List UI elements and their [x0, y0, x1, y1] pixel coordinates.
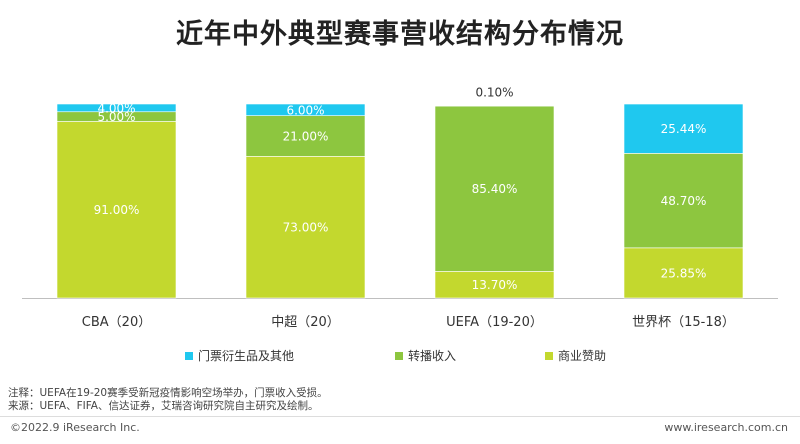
data-label: 5.00% — [97, 110, 135, 124]
source-line: 来源：UEFA、FIFA、信达证券，艾瑞咨询研究院自主研究及绘制。 — [8, 400, 319, 412]
legend-swatch — [545, 352, 553, 360]
chart-notes: 注释：UEFA在19-20赛季受新冠疫情影响空场举办，门票收入受损。 来源：UE… — [8, 387, 328, 413]
data-label: 21.00% — [283, 130, 329, 144]
data-label: 13.70% — [472, 278, 518, 292]
data-label: 73.00% — [283, 221, 329, 235]
copyright: ©2022.9 iResearch Inc. — [10, 421, 140, 434]
legend-label: 门票衍生品及其他 — [198, 348, 294, 363]
bar-segment — [623, 153, 744, 249]
data-label: 48.70% — [661, 194, 707, 208]
stacked-bar-chart: 91.00% 5.00%4.00% CBA（20） 73.00% 21.00% 6.00%… — [22, 86, 778, 363]
bar-segment — [245, 115, 366, 157]
x-tick-label: CBA（20） — [82, 315, 151, 330]
bar-segment — [245, 156, 366, 299]
data-label: 25.85% — [661, 266, 707, 280]
bar-segment — [56, 121, 177, 299]
note-line: 注释：UEFA在19-20赛季受新冠疫情影响空场举办，门票收入受损。 — [8, 387, 328, 399]
website: www.iresearch.com.cn — [664, 421, 788, 434]
data-label: 91.00% — [94, 203, 140, 217]
x-tick-label: 中超（20） — [271, 315, 340, 330]
bar-segment — [434, 105, 555, 272]
bar-segment — [434, 271, 555, 299]
bar-segment — [245, 103, 366, 116]
legend-label: 商业赞助 — [558, 348, 606, 363]
bar-segment — [434, 105, 555, 107]
x-tick-label: UEFA（19-20） — [446, 315, 543, 330]
footer-divider — [0, 416, 800, 417]
data-label: 25.44% — [661, 122, 707, 136]
legend-label: 转播收入 — [408, 348, 456, 363]
bar-segment — [623, 247, 744, 299]
bar-segment — [56, 103, 177, 113]
data-label: 4.00% — [97, 101, 135, 115]
legend-swatch — [185, 352, 193, 360]
chart-title: 近年中外典型赛事营收结构分布情况 — [176, 19, 624, 50]
legend-swatch — [395, 352, 403, 360]
data-label: 85.40% — [472, 182, 518, 196]
data-label: 0.10% — [475, 86, 513, 100]
bar-segment — [623, 103, 744, 154]
x-tick-label: 世界杯（15-18） — [632, 315, 735, 330]
data-label: 6.00% — [286, 103, 324, 117]
